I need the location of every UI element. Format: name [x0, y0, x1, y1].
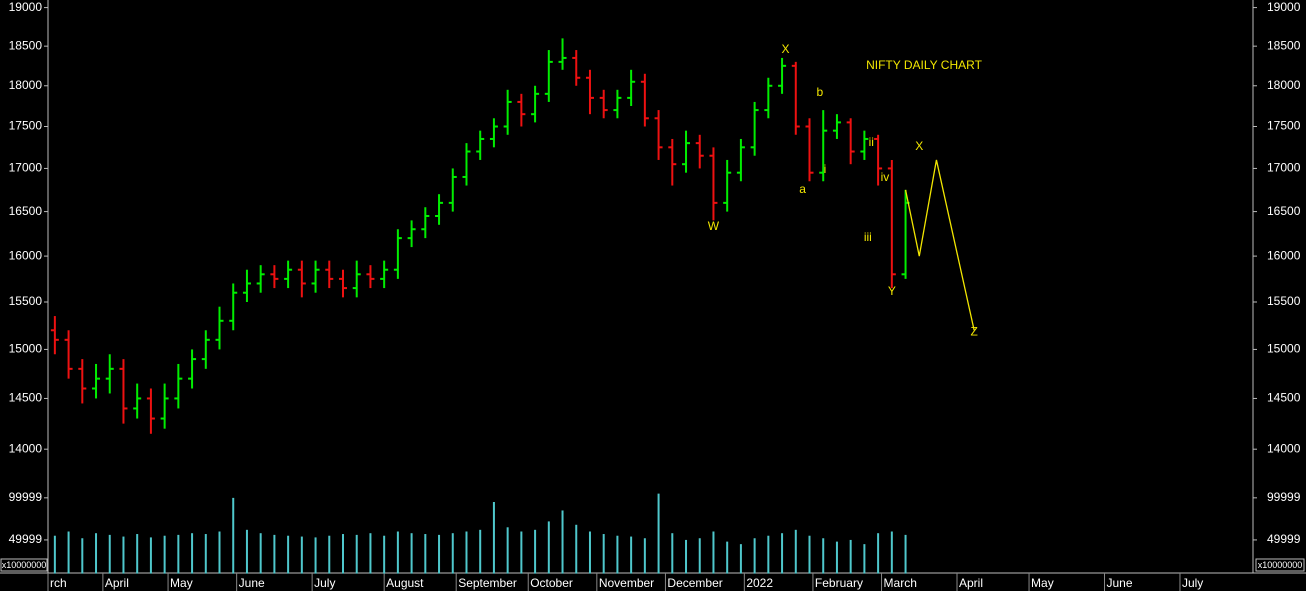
x-tick-label: April [105, 576, 129, 590]
y-tick-label: 15000 [1267, 342, 1301, 356]
y-tick-label: 14000 [1267, 441, 1301, 455]
y-tick-label: 17000 [1267, 161, 1301, 175]
y-tick-label: 16500 [9, 204, 43, 218]
y-tick-label: 16000 [1267, 248, 1301, 262]
x-tick-label: rch [50, 576, 67, 590]
wave-label: W [708, 219, 720, 233]
y-tick-label: 16500 [1267, 204, 1301, 218]
volume-tick-label: 99999 [9, 490, 43, 504]
x-tick-label: May [170, 576, 193, 590]
x-tick-label: October [530, 576, 573, 590]
unit-box [0, 558, 48, 572]
y-tick-label: 14500 [1267, 391, 1301, 405]
x-tick-label: April [959, 576, 983, 590]
x-tick-label: July [1182, 576, 1203, 590]
wave-label: iii [864, 230, 872, 244]
volume-unit-label: x10000000 [2, 560, 47, 570]
wave-label: Y [888, 284, 896, 298]
y-tick-label: 18000 [1267, 78, 1301, 92]
wave-label: a [799, 182, 806, 196]
volume-tick-label: 49999 [9, 532, 43, 546]
x-tick-label: September [458, 576, 517, 590]
x-tick-label: March [884, 576, 917, 590]
wave-label: X [781, 42, 789, 56]
y-tick-label: 17000 [9, 161, 43, 175]
chart-title: NIFTY DAILY CHART [866, 58, 982, 72]
x-tick-label: February [815, 576, 863, 590]
y-tick-label: 14500 [9, 391, 43, 405]
wave-label: X [915, 139, 923, 153]
y-tick-label: 15000 [9, 342, 43, 356]
y-tick-label: 18500 [1267, 38, 1301, 52]
y-tick-label: 19000 [9, 0, 43, 14]
x-tick-label: July [314, 576, 335, 590]
y-tick-label: 16000 [9, 248, 43, 262]
y-tick-label: 18000 [9, 78, 43, 92]
wave-label: ii [869, 135, 874, 149]
x-tick-label: 2022 [746, 576, 773, 590]
y-tick-label: 15500 [9, 294, 43, 308]
y-tick-label: 18500 [9, 38, 43, 52]
x-tick-label: November [599, 576, 654, 590]
y-tick-label: 17500 [9, 119, 43, 133]
volume-unit-label: x10000000 [1258, 560, 1303, 570]
y-tick-label: 14000 [9, 441, 43, 455]
y-tick-label: 19000 [1267, 0, 1301, 14]
y-tick-label: 17500 [1267, 119, 1301, 133]
x-tick-label: June [239, 576, 265, 590]
wave-label: b [816, 85, 823, 99]
y-tick-label: 15500 [1267, 294, 1301, 308]
x-tick-label: August [386, 576, 424, 590]
wave-label: iv [881, 170, 890, 184]
projection-line [904, 159, 975, 331]
unit-box [1255, 558, 1305, 572]
x-tick-label: May [1031, 576, 1054, 590]
wave-label: Z [970, 324, 977, 338]
wave-label: i [824, 162, 827, 176]
volume-tick-label: 49999 [1267, 532, 1301, 546]
volume-tick-label: 99999 [1267, 490, 1301, 504]
x-tick-label: June [1107, 576, 1133, 590]
x-tick-label: December [667, 576, 722, 590]
